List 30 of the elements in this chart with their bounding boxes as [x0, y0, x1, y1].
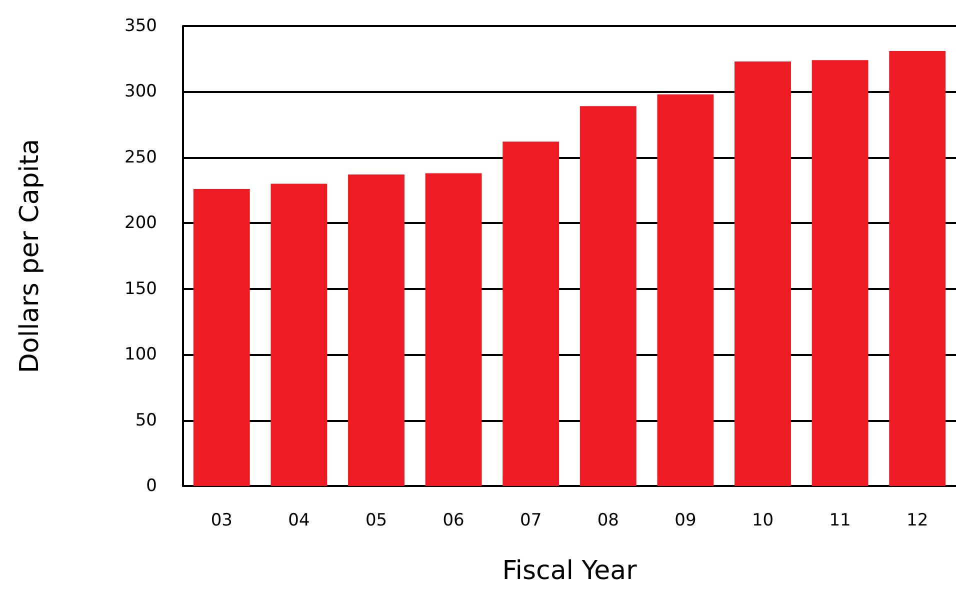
x-tick-label: 06 — [442, 510, 464, 530]
x-tick-label: 11 — [829, 510, 851, 530]
x-tick-label: 12 — [906, 510, 928, 530]
x-tick-label: 09 — [674, 510, 696, 530]
y-tick-label: 250 — [124, 147, 157, 168]
x-tick-label: 07 — [520, 510, 542, 530]
y-tick-label: 150 — [124, 278, 157, 299]
bar — [580, 106, 636, 486]
x-tick-label: 04 — [288, 510, 310, 530]
bar — [657, 94, 714, 486]
x-tick-label: 10 — [752, 510, 774, 530]
y-tick-label: 100 — [124, 344, 157, 365]
x-tick-label: 08 — [597, 510, 619, 530]
y-tick-label: 350 — [124, 16, 157, 36]
bar — [889, 50, 946, 486]
bar — [734, 61, 791, 486]
y-tick-label: 0 — [146, 476, 157, 496]
bar — [502, 142, 560, 486]
bar — [812, 60, 868, 486]
bar — [270, 184, 328, 486]
bar — [425, 173, 482, 486]
y-tick-label: 200 — [124, 213, 157, 234]
y-tick-label: 300 — [124, 82, 157, 102]
y-axis-title: Dollars per Capita — [15, 138, 45, 374]
x-tick-label: 03 — [210, 510, 232, 530]
x-tick-label: 05 — [365, 510, 388, 530]
y-tick-label: 50 — [135, 410, 157, 430]
bar — [348, 174, 404, 486]
x-axis-title: Fiscal Year — [502, 556, 638, 586]
bar — [193, 188, 250, 486]
